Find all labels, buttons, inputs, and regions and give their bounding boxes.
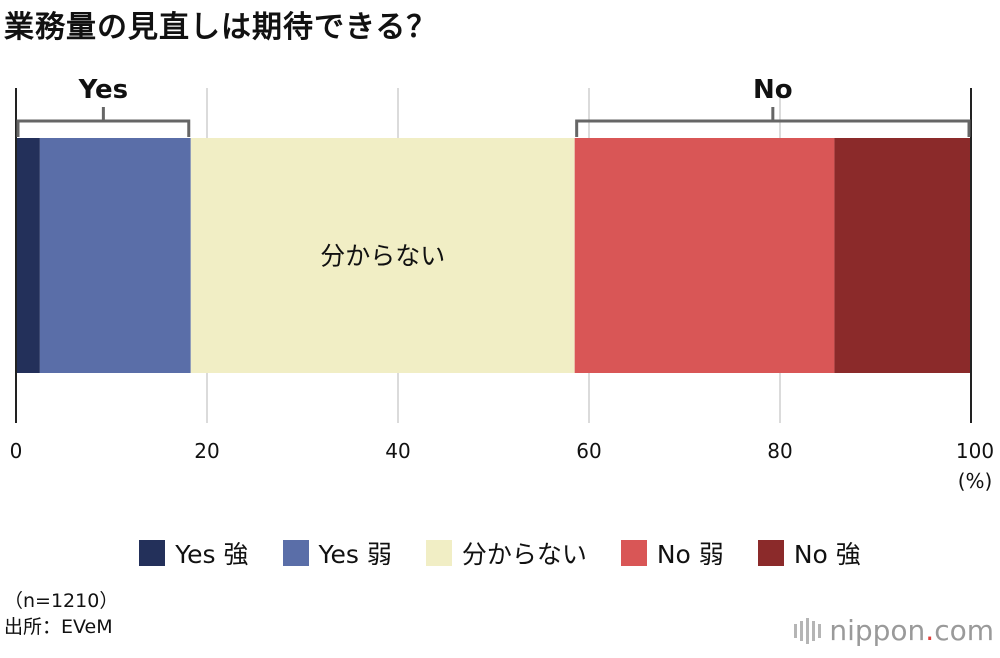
legend-item: No 弱 [620, 535, 724, 571]
legend-item: Yes 強 [139, 535, 249, 571]
x-tick-label: 20 [194, 439, 219, 463]
bar-segment [834, 138, 971, 373]
x-axis-unit: (%) [958, 469, 993, 493]
bar-segment [574, 138, 835, 373]
legend-swatch [620, 540, 647, 566]
legend-label: No 強 [793, 540, 861, 569]
x-tick-label: 40 [385, 439, 410, 463]
sample-size-note: （n=1210） [4, 590, 119, 612]
legend-item: Yes 弱 [282, 535, 392, 571]
stacked-bar-chart: 分からない 0 20 40 60 80 100 (%) Yes No [10, 75, 994, 493]
legend-item: No 強 [757, 535, 861, 571]
logo-text: nippon [829, 614, 926, 647]
legend-label: Yes 弱 [318, 540, 392, 569]
nippon-logo: nippon. com [794, 614, 994, 647]
x-tick-label: 0 [10, 439, 23, 463]
legend-swatch [425, 540, 452, 566]
legend-label: Yes 強 [175, 540, 249, 569]
bar-segment [190, 138, 575, 373]
legend-swatch [139, 540, 166, 566]
logo-suffix: com [934, 614, 994, 647]
x-tick-label: 60 [576, 439, 601, 463]
logo-dot: . [925, 614, 935, 647]
legend-item: 分からない [425, 535, 587, 571]
legend: Yes 強 Yes 弱 分からない No 弱 No 強 [0, 535, 1000, 571]
bracket [16, 107, 191, 137]
x-tick-label: 80 [767, 439, 792, 463]
legend-label: No 弱 [656, 540, 724, 569]
bracket [575, 107, 971, 137]
x-tick-label: 100 [956, 439, 994, 463]
bracket-label: Yes [78, 75, 129, 105]
legend-swatch [757, 540, 784, 566]
source-note: 出所：EVeM [4, 616, 113, 638]
bracket-label: No [753, 75, 793, 105]
legend-label: 分からない [461, 540, 587, 569]
logo-bars-icon [794, 617, 822, 644]
bar-segment [16, 138, 40, 373]
chart-title: 業務量の見直しは期待できる？ [4, 10, 438, 45]
legend-swatch [282, 540, 309, 566]
segment-label: 分からない [320, 242, 445, 271]
bar-segment [39, 138, 191, 373]
